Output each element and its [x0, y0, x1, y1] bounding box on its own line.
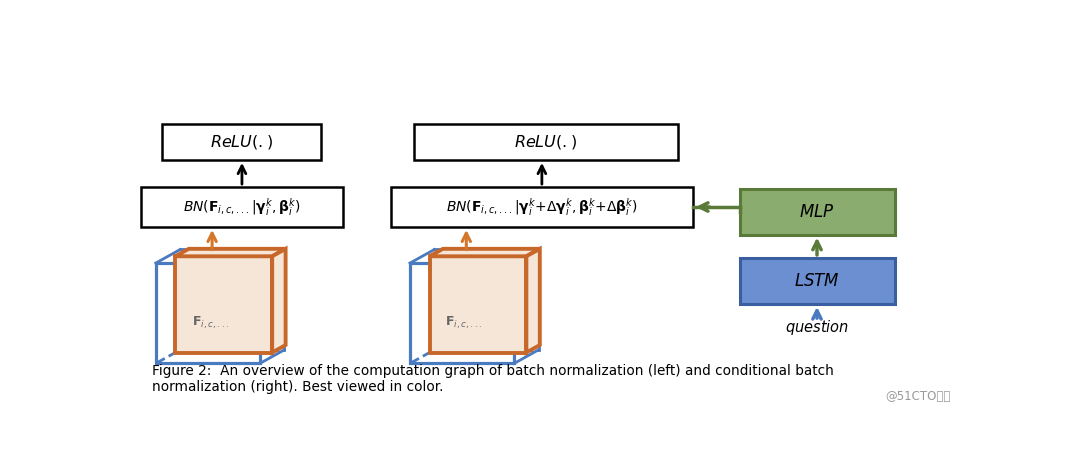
Text: Figure 2:  An overview of the computation graph of batch normalization (left) an: Figure 2: An overview of the computation… [151, 364, 834, 394]
FancyBboxPatch shape [391, 187, 693, 227]
FancyBboxPatch shape [162, 124, 321, 160]
FancyBboxPatch shape [740, 189, 894, 235]
Polygon shape [272, 249, 285, 353]
FancyBboxPatch shape [414, 124, 677, 160]
Text: $\mathit{ReLU(.)}$: $\mathit{ReLU(.)}$ [211, 133, 273, 151]
Text: $\mathit{MLP}$: $\mathit{MLP}$ [799, 203, 835, 221]
Text: $\mathit{ReLU(.)}$: $\mathit{ReLU(.)}$ [514, 133, 577, 151]
Polygon shape [430, 249, 540, 256]
Polygon shape [430, 256, 526, 353]
Polygon shape [175, 249, 285, 256]
Text: @51CTO博客: @51CTO博客 [886, 390, 951, 403]
Polygon shape [175, 256, 272, 353]
Text: $\mathit{question}$: $\mathit{question}$ [785, 318, 849, 337]
Text: $\mathbf{F}_{i,c,...}$: $\mathbf{F}_{i,c,...}$ [445, 314, 483, 331]
Polygon shape [526, 249, 540, 353]
FancyBboxPatch shape [141, 187, 342, 227]
FancyBboxPatch shape [740, 258, 894, 304]
Text: $\mathbf{F}_{i,c,...}$: $\mathbf{F}_{i,c,...}$ [192, 314, 230, 331]
Text: $\mathit{LSTM}$: $\mathit{LSTM}$ [794, 272, 840, 290]
Text: $BN(\mathbf{F}_{i,c,...}|\mathbf{\gamma}^k_i, \mathbf{\beta}^k_i)$: $BN(\mathbf{F}_{i,c,...}|\mathbf{\gamma}… [183, 196, 301, 218]
Text: $BN(\mathbf{F}_{i,c,...}|\mathbf{\gamma}^k_i{+}\Delta\mathbf{\gamma}^k_i, \mathb: $BN(\mathbf{F}_{i,c,...}|\mathbf{\gamma}… [446, 196, 638, 218]
